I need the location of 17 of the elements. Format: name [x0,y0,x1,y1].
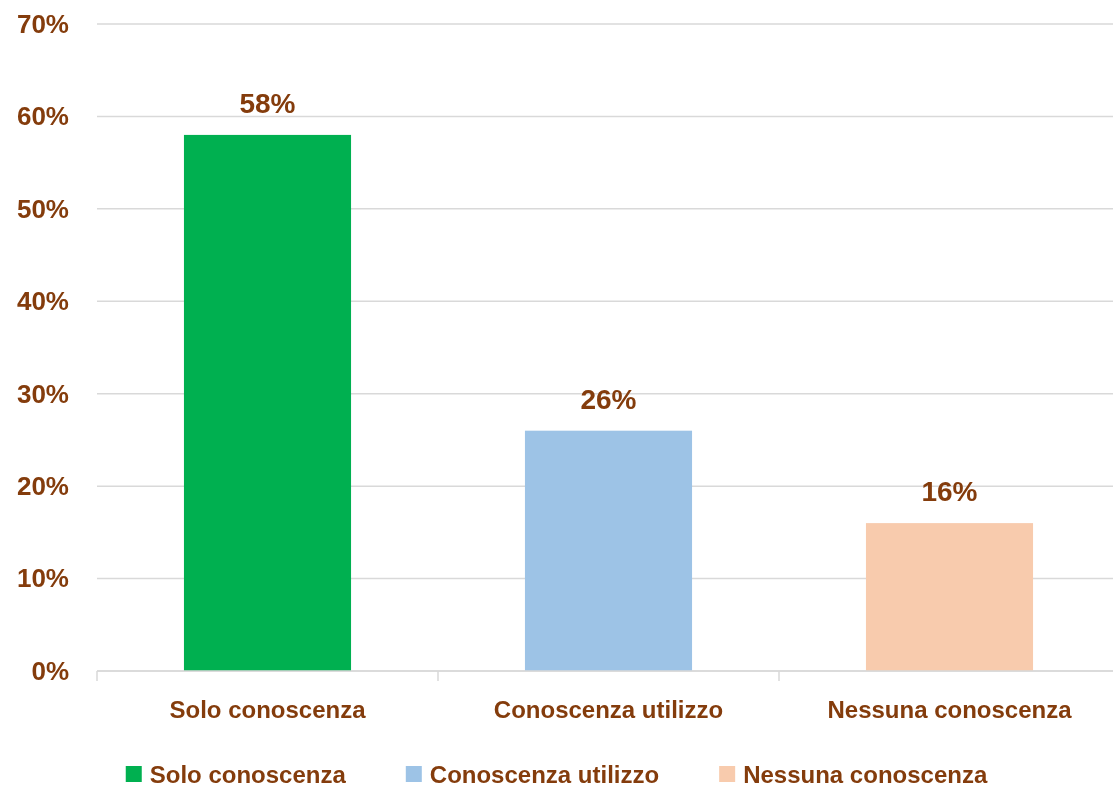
x-tick-label: Nessuna conoscenza [827,696,1073,724]
legend-label: Conoscenza utilizzo [429,761,660,787]
x-tick-label: Conoscenza utilizzo [493,696,724,724]
x-tick-label: Solo conoscenza [169,696,367,724]
legend-label: Nessuna conoscenza [743,761,988,787]
y-tick-label: 50% [16,193,69,224]
y-tick-label: 0% [31,655,69,686]
y-tick-label: 40% [16,286,69,317]
data-label: 58% [239,87,296,119]
data-label: 26% [580,383,637,415]
legend-label: Solo conoscenza [149,761,347,787]
data-label: 16% [921,476,978,508]
y-tick-label: 70% [16,8,69,39]
y-tick-label: 30% [16,378,69,409]
y-tick-label: 10% [16,563,69,594]
y-tick-label: 60% [16,101,69,132]
y-tick-label: 20% [16,470,69,501]
